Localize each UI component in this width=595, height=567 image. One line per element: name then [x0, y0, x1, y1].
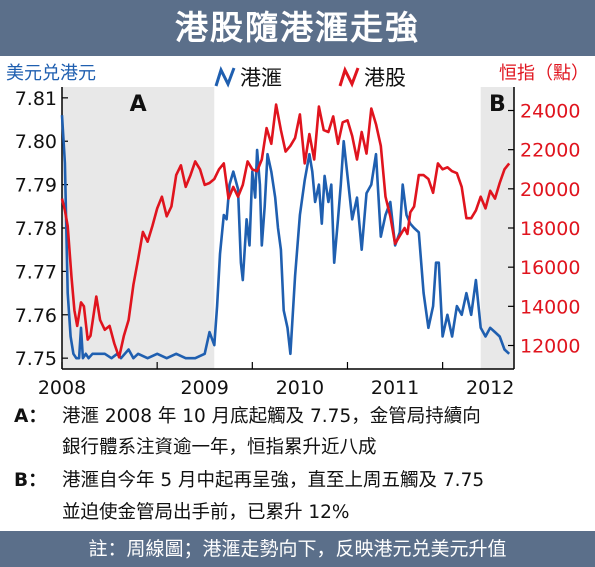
footer-note: 註：周線圖；港滙走勢向下，反映港元兑美元升值	[0, 531, 595, 567]
right-tick-label: 22000	[520, 140, 580, 162]
x-tick-label: 2009	[181, 377, 229, 399]
legend-label-hsi: 港股	[364, 66, 406, 90]
x-tick-label: 2010	[276, 377, 324, 399]
right-tick-label: 24000	[520, 101, 580, 123]
right-tick-label: 12000	[520, 336, 580, 358]
left-tick-label: 7.78	[15, 218, 57, 240]
right-tick-label: 20000	[520, 179, 580, 201]
left-tick-label: 7.77	[15, 261, 57, 283]
chart: A B 7.75 7.76 7.77 7.78 7.79 7.80 7.81 12000 14000…	[6, 63, 589, 399]
legend-swatch-hsi	[338, 66, 360, 88]
x-tick-label: 2008	[38, 377, 86, 399]
note-a-key: A：	[14, 406, 47, 427]
note-b-line-2: 並迫使金管局出手前，已累升 12%	[62, 502, 350, 523]
x-tick-label: 2011	[371, 377, 419, 399]
right-axis-title: 恒指（點）	[499, 63, 589, 84]
note-b-key: B：	[14, 470, 47, 491]
note-b-line-1: 港滙自今年 5 月中起再呈強，直至上周五觸及 7.75	[62, 470, 485, 491]
x-tick-label: 2012	[466, 377, 514, 399]
legend-swatch-hkd	[214, 66, 236, 88]
series-line-hkd	[60, 115, 511, 360]
left-tick-label: 7.79	[15, 175, 57, 197]
legend-label-hkd: 港滙	[240, 66, 282, 90]
left-axis-title: 美元兑港元	[6, 63, 96, 84]
page-title: 港股隨港滙走強	[175, 8, 420, 47]
note-a-line-2: 銀行體系注資逾一年，恒指累升近八成	[62, 437, 377, 458]
title-bar	[0, 0, 595, 56]
shaded-region-a	[62, 87, 215, 369]
right-tick-label: 16000	[520, 257, 580, 279]
left-tick-label: 7.75	[15, 348, 57, 370]
shaded-region-label-a: A	[130, 92, 147, 117]
series-line-hsi	[60, 103, 511, 359]
right-tick-label: 14000	[520, 296, 580, 318]
left-tick-label: 7.76	[15, 305, 57, 327]
left-tick-label: 7.80	[15, 131, 57, 153]
left-tick-label: 7.81	[15, 88, 57, 110]
right-tick-label: 18000	[520, 218, 580, 240]
shaded-region-label-b: B	[489, 92, 506, 117]
note-a-line-1: 港滙 2008 年 10 月底起觸及 7.75，金管局持續向	[62, 406, 481, 427]
